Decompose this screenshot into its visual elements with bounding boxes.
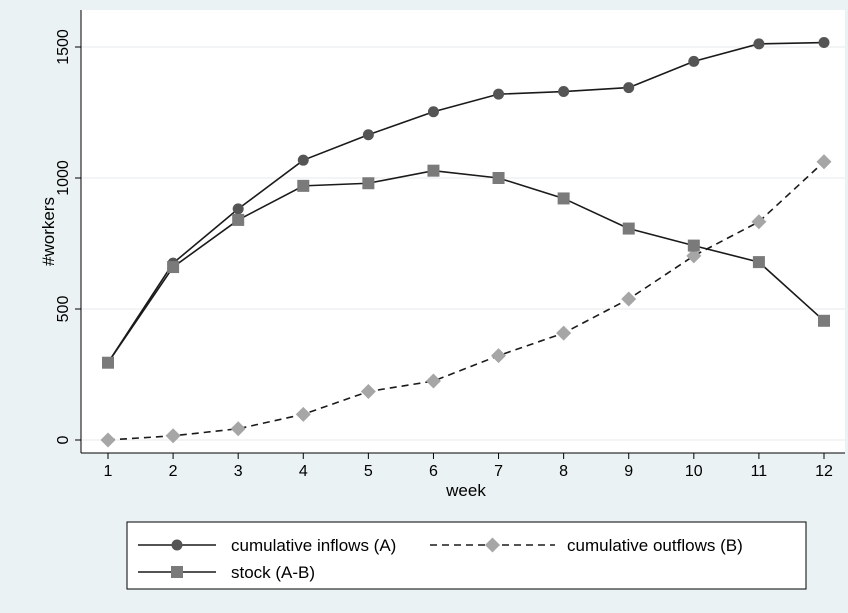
data-point <box>295 406 311 422</box>
data-point <box>165 428 181 444</box>
data-point <box>297 179 310 192</box>
data-point <box>558 86 570 98</box>
y-tick-label: 0 <box>55 435 72 444</box>
x-tick-label: 9 <box>624 463 633 480</box>
x-tick-label: 5 <box>364 463 373 480</box>
y-tick-label: 1500 <box>55 29 72 65</box>
data-point <box>556 325 572 341</box>
data-point <box>753 38 765 50</box>
data-point <box>688 55 700 67</box>
data-point <box>752 256 765 269</box>
legend-entry: cumulative inflows (A) <box>138 536 396 555</box>
data-point <box>686 248 702 264</box>
legend-marker <box>171 566 183 578</box>
data-point <box>102 356 114 369</box>
series-line <box>107 169 825 364</box>
data-point <box>230 421 246 437</box>
x-tick-label: 12 <box>815 463 833 480</box>
data-point <box>623 82 635 94</box>
data-point <box>491 348 507 364</box>
data-point <box>297 154 309 166</box>
legend-label: cumulative outflows (B) <box>567 536 743 555</box>
data-point <box>622 222 635 235</box>
series-2 <box>102 164 830 369</box>
legend-marker <box>171 539 183 551</box>
x-tick-label: 1 <box>104 463 113 480</box>
data-point <box>816 154 832 170</box>
legend-entry: cumulative outflows (B) <box>430 536 743 555</box>
data-point <box>427 164 440 177</box>
legend-entry: stock (A-B) <box>138 563 315 582</box>
x-tick-label: 10 <box>685 463 703 480</box>
series-layer <box>100 37 832 448</box>
data-point <box>362 129 374 141</box>
grid-lines <box>81 46 845 441</box>
y-tick-label: 1000 <box>55 160 72 196</box>
legend-label: stock (A-B) <box>231 563 315 582</box>
x-axis-label: week <box>445 481 486 500</box>
data-point <box>232 203 244 215</box>
data-point <box>818 314 830 327</box>
legend-box <box>126 521 807 590</box>
data-point <box>232 213 245 226</box>
data-point <box>751 214 767 230</box>
data-point <box>167 261 180 274</box>
data-point <box>100 432 116 448</box>
data-point <box>492 172 505 184</box>
data-point <box>427 106 439 118</box>
data-point <box>493 88 505 100</box>
data-point <box>818 37 830 49</box>
x-tick-label: 3 <box>234 463 243 480</box>
data-point <box>360 384 376 400</box>
x-tick-label: 2 <box>169 463 178 480</box>
x-tick-label: 8 <box>559 463 568 480</box>
legend-marker <box>485 537 500 553</box>
data-point <box>425 373 441 389</box>
series-line <box>107 41 825 364</box>
series-1 <box>100 154 832 448</box>
plot-area <box>81 10 845 453</box>
y-tick-label: 500 <box>55 296 72 323</box>
y-axis-label: #workers <box>39 197 58 266</box>
x-tick-label: 4 <box>299 463 308 480</box>
x-tick-label: 6 <box>429 463 438 480</box>
data-point <box>362 177 375 190</box>
legend: cumulative inflows (A) cumulative outflow… <box>126 521 807 590</box>
x-tick-label: 7 <box>494 463 503 480</box>
x-tick-label: 11 <box>751 463 768 480</box>
legend-label: cumulative inflows (A) <box>231 536 396 555</box>
data-point <box>621 291 637 307</box>
data-point <box>687 239 700 252</box>
data-point <box>557 192 570 205</box>
